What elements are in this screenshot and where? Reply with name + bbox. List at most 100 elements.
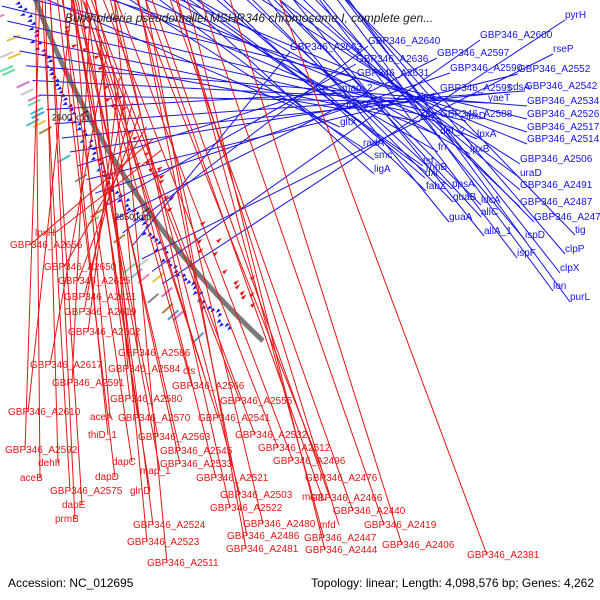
cog-category-mark [1,68,16,77]
reverse-gene-label: GBP346_A2533 [160,459,233,470]
reverse-gene-label: GBP346_A2610 [8,407,81,418]
forward-gene-arrow [20,12,26,16]
reverse-label-leader [84,1,193,387]
forward-gene-label: allC [481,207,498,218]
reverse-gene-label: GBP346_A2619 [64,307,137,318]
cog-category-mark [167,309,179,321]
forward-gene-label: smc [374,150,392,161]
forward-label-leader [279,0,482,218]
reverse-gene-arrow [71,44,78,49]
reverse-label-leader [72,0,161,472]
forward-gene-arrow [192,290,198,296]
forward-label-leader [112,57,438,221]
reverse-gene-label: GBP346_A2650 [44,262,117,273]
forward-gene-label: guaA [449,212,473,223]
reverse-gene-arrow [94,55,101,60]
forward-gene-label: GBP346_A2590 [450,63,523,74]
forward-gene-label: clpX [560,263,580,274]
forward-gene-label: dxr [425,168,440,179]
reverse-gene-label: dapC [112,457,136,468]
forward-gene-label: GBP346_A2588 [440,109,513,120]
reverse-gene-label: dapE [62,500,86,511]
reverse-label-leader [49,0,76,520]
reverse-label-leader [229,0,403,546]
forward-gene-arrow [91,151,97,156]
forward-gene-label: GBP346_A2597 [437,48,510,59]
cog-category-mark [147,293,160,304]
forward-label-leader [278,0,521,179]
forward-gene-label: lpxB [470,144,490,155]
forward-label-leader [19,50,347,111]
forward-label-leader [86,73,519,181]
forward-gene-label: GBP346_A2595 [440,83,513,94]
forward-gene-arrow [47,59,53,63]
forward-gene-arrow [216,318,222,324]
reverse-gene-label: GBP346_A2480 [243,519,316,530]
reverse-gene-label: GBP346_A2406 [382,540,455,551]
reverse-gene-label: GBP346_A2621 [64,292,137,303]
reverse-gene-arrow [250,302,256,308]
reverse-gene-label: GBP346_A2602 [68,327,141,338]
forward-gene-label: clpP [565,244,585,255]
reverse-label-leader [151,0,331,499]
forward-gene-arrow [62,101,68,106]
reverse-gene-arrow [239,290,246,296]
forward-gene-arrow [124,198,130,203]
reverse-label-leader [100,40,129,370]
forward-label-leader [267,0,450,223]
reverse-label-leader [61,0,133,463]
reverse-label-leader [113,0,168,564]
reverse-gene-arrow [200,221,206,227]
forward-gene-arrow [141,231,147,236]
reverse-gene-label: GBP346_A2566 [172,381,245,392]
forward-label-leader [54,90,526,125]
forward-gene-arrow [150,235,156,240]
forward-gene-arrow [153,237,159,242]
forward-gene-label: GBP346_A2479 [534,212,600,223]
forward-gene-arrow [186,279,192,285]
cog-category-mark [161,286,173,298]
position-tick-label: 2600 kbp [52,113,89,123]
forward-gene-label: ldcA [481,195,501,206]
forward-label-leader [195,0,427,173]
reverse-gene-label: GBP346_A2447 [304,533,377,544]
genome-summary-text: Topology: linear; Length: 4,098,576 bp; … [311,576,594,590]
reverse-label-leader [72,0,111,418]
reverse-gene-label: GBP346_A2656 [10,240,83,251]
forward-gene-arrow [76,126,82,131]
forward-label-leader [183,0,375,175]
reverse-label-leader [112,65,139,354]
reverse-gene-label: GBP346_A2541 [198,413,271,424]
forward-label-leader [46,92,343,110]
reverse-gene-label: GBP346_A2532 [235,430,308,441]
label-leader-lines [1,0,576,564]
forward-gene-arrow [67,117,73,122]
cog-category-mark [130,268,143,279]
reverse-label-leader [85,0,154,526]
forward-gene-arrow [34,46,40,51]
forward-gene-arrow [140,217,145,222]
reverse-gene-label: aceB [20,473,43,484]
reverse-label-leader [94,27,204,372]
reverse-gene-label: GBP346_A2444 [305,545,378,556]
forward-gene-arrow [156,240,162,245]
forward-label-leader [252,0,454,203]
reverse-label-leader [169,0,354,512]
reverse-label-leader [83,102,133,298]
forward-gene-arrow [210,307,216,313]
reverse-gene-label: GBP346_A2592 [5,445,78,456]
reverse-label-leader [57,0,116,478]
position-tick [80,110,89,116]
reverse-label-leader [49,0,83,506]
reverse-gene-label: aceA [90,412,113,423]
cog-category-mark [161,303,174,314]
forward-gene-label: radA [363,138,384,149]
forward-gene-arrow [33,29,40,33]
reverse-gene-label: GBP346_A2511 [147,558,219,569]
forward-gene-label: rimI [418,92,435,103]
cog-category-mark [7,52,22,60]
forward-gene-arrow [90,156,96,161]
cog-category-mark [123,263,136,274]
reverse-label-leader [145,0,323,498]
